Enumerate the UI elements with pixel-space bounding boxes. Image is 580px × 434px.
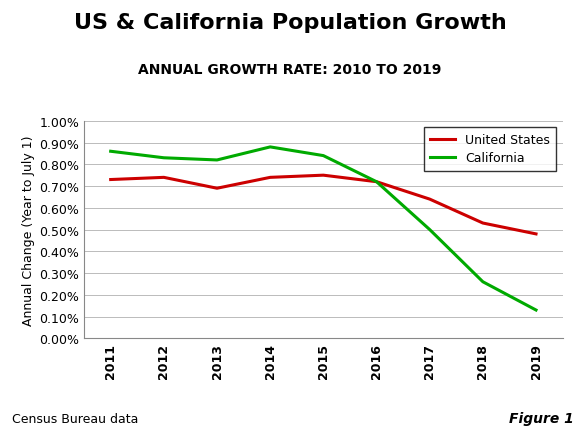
Text: US & California Population Growth: US & California Population Growth [74,13,506,33]
Legend: United States, California: United States, California [424,128,556,171]
Y-axis label: Annual Change (Year to July 1): Annual Change (Year to July 1) [22,135,35,325]
Text: Figure 1: Figure 1 [509,411,574,425]
Text: Census Bureau data: Census Bureau data [12,412,138,425]
Text: ANNUAL GROWTH RATE: 2010 TO 2019: ANNUAL GROWTH RATE: 2010 TO 2019 [138,63,442,77]
